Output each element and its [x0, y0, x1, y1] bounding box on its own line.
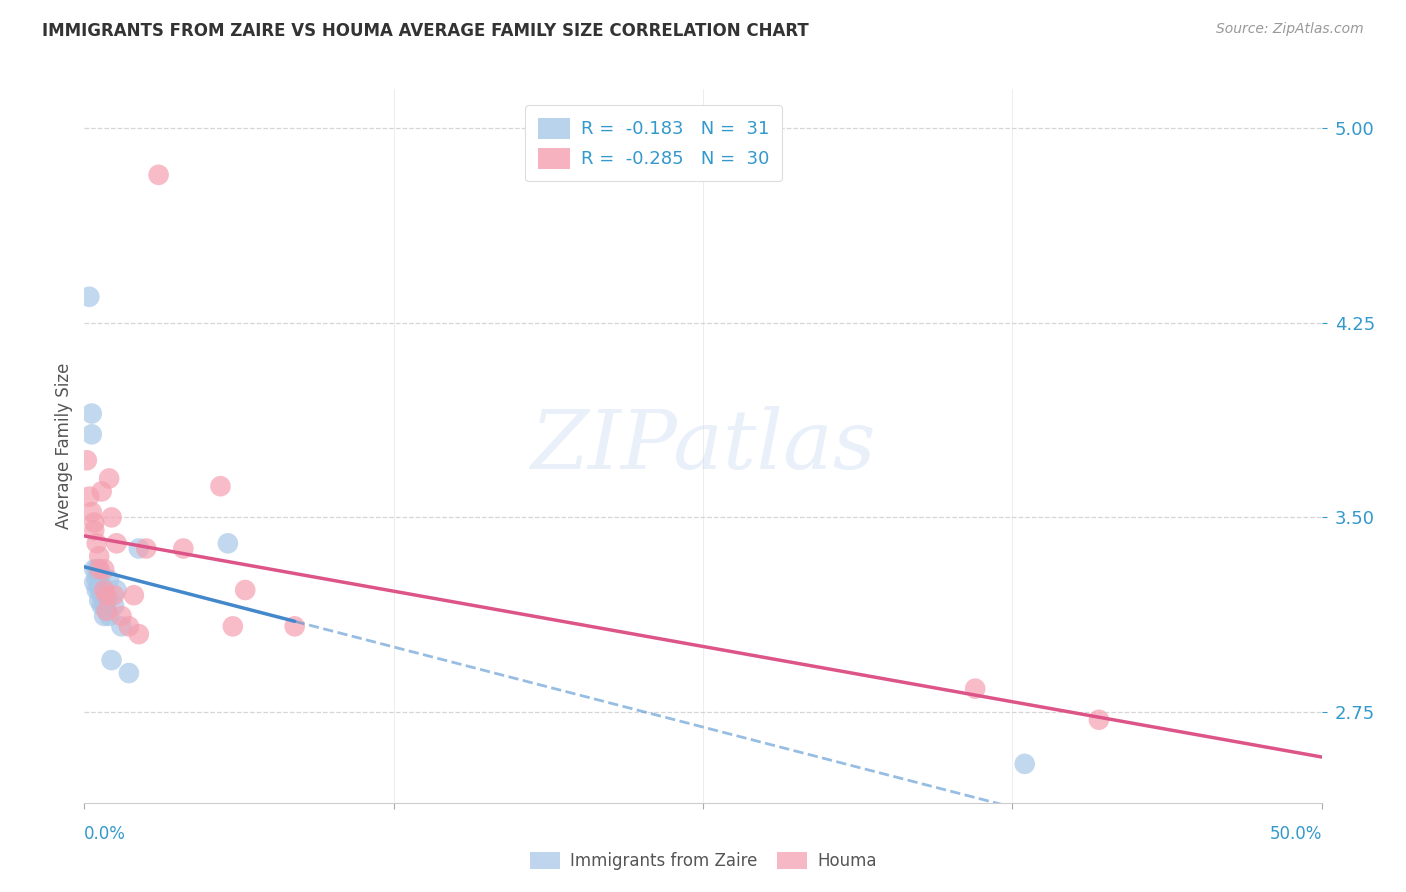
Point: [93, 582, 115, 597]
Point: [90, 588, 112, 602]
Point: [76, 453, 98, 467]
Point: [83, 516, 105, 530]
Point: [103, 599, 125, 613]
Point: [89, 593, 111, 607]
Text: 50.0%: 50.0%: [1270, 825, 1322, 843]
Point: [209, 479, 232, 493]
Point: [93, 562, 115, 576]
Point: [93, 609, 115, 624]
Text: 0.0%: 0.0%: [84, 825, 127, 843]
Point: [118, 619, 141, 633]
Point: [86, 536, 108, 550]
Point: [105, 536, 128, 550]
Point: [96, 593, 118, 607]
Point: [172, 541, 194, 556]
Point: [128, 627, 150, 641]
Text: ZIPatlas: ZIPatlas: [530, 406, 876, 486]
Y-axis label: Average Family Size: Average Family Size: [55, 363, 73, 529]
Point: [1137, 873, 1160, 888]
Point: [86, 562, 108, 576]
Point: [96, 604, 118, 618]
Point: [93, 588, 115, 602]
Point: [80, 505, 103, 519]
Point: [217, 536, 239, 550]
Point: [80, 427, 103, 442]
Point: [1088, 713, 1111, 727]
Point: [90, 484, 112, 499]
Point: [110, 619, 132, 633]
Point: [89, 582, 111, 597]
Point: [103, 588, 125, 602]
Point: [222, 619, 245, 633]
Point: [1014, 756, 1036, 771]
Point: [965, 681, 987, 696]
Point: [83, 524, 105, 538]
Text: Source: ZipAtlas.com: Source: ZipAtlas.com: [1216, 22, 1364, 37]
Point: [98, 609, 121, 624]
Point: [89, 549, 111, 564]
Point: [86, 582, 108, 597]
Point: [128, 541, 150, 556]
Point: [148, 168, 170, 182]
Point: [110, 609, 132, 624]
Point: [83, 562, 105, 576]
Point: [96, 604, 118, 618]
Legend: Immigrants from Zaire, Houma: Immigrants from Zaire, Houma: [523, 845, 883, 877]
Point: [100, 510, 122, 524]
Point: [135, 541, 157, 556]
Point: [96, 588, 118, 602]
Point: [105, 582, 128, 597]
Point: [284, 619, 307, 633]
Point: [89, 562, 111, 576]
Point: [90, 599, 112, 613]
Point: [233, 582, 256, 597]
Point: [100, 653, 122, 667]
Text: IMMIGRANTS FROM ZAIRE VS HOUMA AVERAGE FAMILY SIZE CORRELATION CHART: IMMIGRANTS FROM ZAIRE VS HOUMA AVERAGE F…: [42, 22, 808, 40]
Point: [79, 290, 101, 304]
Point: [79, 490, 101, 504]
Point: [98, 573, 121, 587]
Point: [122, 588, 145, 602]
Point: [90, 578, 112, 592]
Point: [80, 407, 103, 421]
Point: [83, 575, 105, 590]
Point: [89, 573, 111, 587]
Point: [93, 599, 115, 613]
Point: [86, 573, 108, 587]
Point: [118, 666, 141, 681]
Point: [98, 471, 121, 485]
Point: [89, 562, 111, 576]
